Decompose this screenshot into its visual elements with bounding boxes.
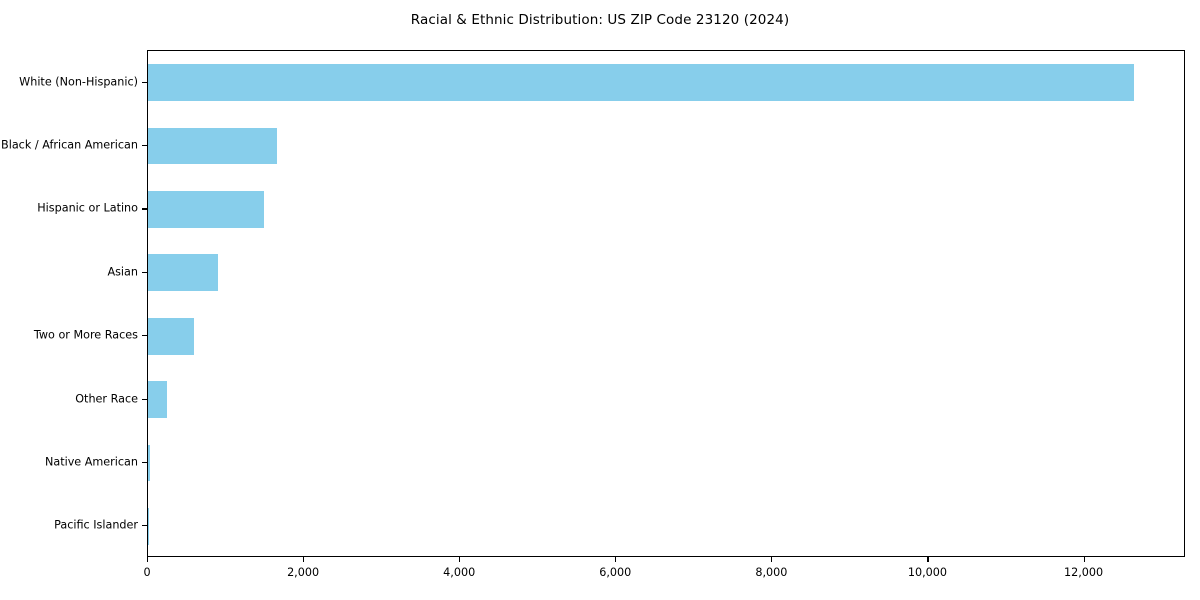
x-axis-tick-label: 10,000 [907, 566, 948, 579]
x-tick-mark [1083, 557, 1085, 562]
x-axis-tick-label: 2,000 [287, 566, 320, 579]
x-tick-mark [147, 557, 149, 562]
bar [148, 444, 150, 482]
y-axis-label: Two or More Races [33, 328, 138, 342]
x-axis-tick-label: 0 [143, 566, 151, 579]
y-axis-label: Asian [107, 265, 138, 279]
bar [148, 191, 264, 228]
x-tick-mark [927, 557, 929, 562]
bar [148, 64, 1135, 102]
bar [148, 507, 149, 545]
y-tick-mark [142, 208, 147, 210]
y-tick-mark [142, 461, 147, 464]
x-axis-tick-label: 6,000 [599, 566, 632, 579]
bar [148, 317, 195, 355]
x-tick-mark [771, 557, 773, 562]
bar [148, 254, 218, 292]
y-axis-label: White (Non-Hispanic) [19, 75, 138, 89]
x-axis-tick-label: 8,000 [755, 566, 788, 579]
y-tick-mark [142, 81, 147, 83]
y-tick-mark [142, 145, 147, 147]
y-axis-label: Hispanic or Latino [37, 201, 138, 215]
plot-area [147, 50, 1185, 557]
y-tick-mark [142, 271, 147, 273]
x-tick-mark [459, 557, 461, 562]
x-tick-mark [615, 557, 617, 562]
x-tick-mark [303, 557, 305, 562]
y-axis-label: Black / African American [1, 138, 138, 152]
y-axis-label: Other Race [75, 392, 138, 406]
bar [148, 127, 277, 165]
bar [148, 381, 168, 418]
x-axis-tick-label: 4,000 [443, 566, 476, 579]
y-tick-mark [142, 398, 147, 400]
y-tick-mark [142, 335, 147, 337]
x-axis-tick-label: 12,000 [1063, 566, 1104, 579]
bars-layer [148, 51, 1184, 556]
y-tick-mark [142, 525, 147, 527]
chart-title: Racial & Ethnic Distribution: US ZIP Cod… [410, 12, 790, 28]
y-axis-label: Pacific Islander [54, 518, 138, 532]
y-axis-label: Native American [44, 455, 138, 469]
